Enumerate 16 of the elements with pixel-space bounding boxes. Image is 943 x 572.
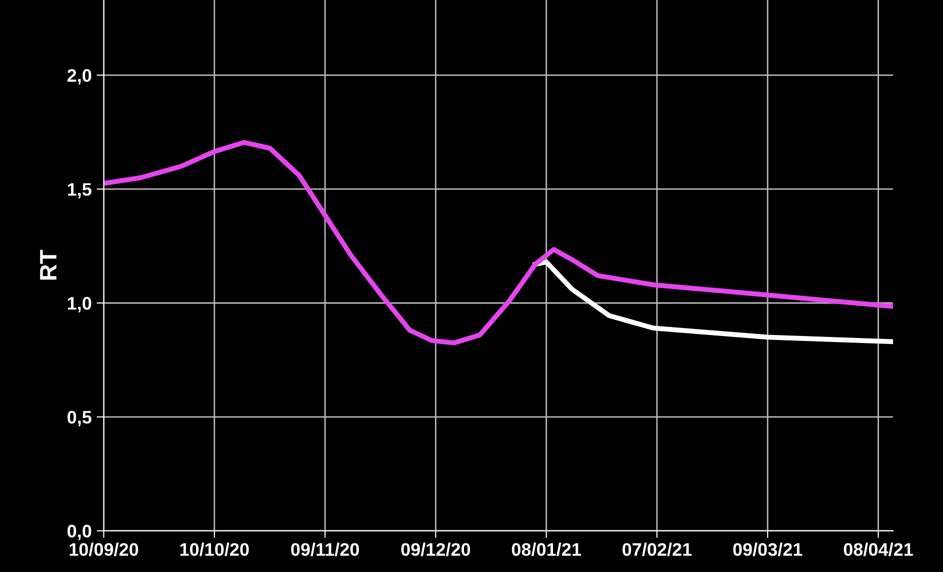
x-tick-label: 08/01/21 (512, 542, 581, 556)
y-tick-label: 1,5 (68, 183, 92, 198)
x-tick-label: 07/02/21 (622, 542, 692, 556)
x-tick-label: 09/03/21 (733, 542, 802, 556)
line-series (532, 260, 894, 344)
x-tick-label: 10/09/20 (70, 542, 138, 556)
line-series (104, 140, 894, 346)
x-tick-label: 08/04/21 (844, 542, 913, 556)
x-tick-label: 09/12/20 (401, 542, 470, 556)
x-tick-label: 09/11/20 (291, 542, 359, 556)
x-tick-label: 10/10/20 (180, 542, 249, 556)
y-tick-label: 0,0 (68, 524, 92, 540)
y-tick-label: 2,0 (67, 69, 92, 85)
y-tick-label: 1,0 (68, 296, 92, 312)
y-tick-label: 0,5 (68, 410, 92, 426)
y-axis-title: RT (40, 250, 56, 280)
